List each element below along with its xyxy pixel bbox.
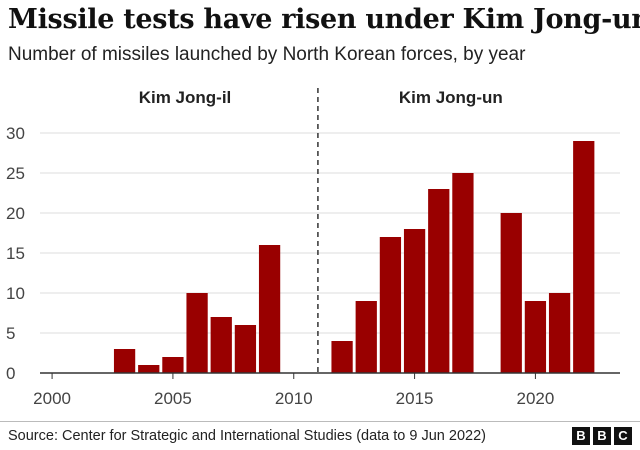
bar <box>403 229 426 373</box>
bar <box>548 293 571 373</box>
logo-letter: B <box>572 427 590 445</box>
x-tick-label: 2005 <box>154 389 192 408</box>
bar <box>573 141 595 373</box>
bar <box>379 237 402 373</box>
y-tick-label: 30 <box>6 124 25 143</box>
era-label: Kim Jong-un <box>399 88 503 107</box>
bar <box>210 317 232 373</box>
bar <box>258 245 281 373</box>
bar <box>355 301 377 373</box>
bar-chart: 0 5 10 15 20 25 30 2000 2005 2010 2015 2020 Kim Jong… <box>6 88 620 408</box>
x-tick-label: 2015 <box>396 389 434 408</box>
x-tick-label: 2010 <box>275 389 313 408</box>
chart-subtitle: Number of missiles launched by North Kor… <box>8 44 526 65</box>
era-label: Kim Jong-il <box>139 88 232 107</box>
logo-letter: B <box>593 427 611 445</box>
bar <box>162 357 184 373</box>
y-tick-label: 10 <box>6 284 25 303</box>
y-tick-label: 5 <box>6 324 15 343</box>
y-tick-label: 25 <box>6 164 25 183</box>
bar <box>186 293 208 373</box>
bar <box>524 301 547 373</box>
logo-letter: C <box>614 427 632 445</box>
source-note: Source: Center for Strategic and Interna… <box>8 428 486 444</box>
bar <box>138 365 160 373</box>
y-tick-label: 0 <box>6 364 15 383</box>
bar <box>500 213 522 373</box>
bar <box>428 189 450 373</box>
bar <box>113 349 136 373</box>
x-tick-label: 2020 <box>517 389 555 408</box>
bar <box>331 341 353 373</box>
x-tick-label: 2000 <box>33 389 71 408</box>
y-tick-label: 15 <box>6 244 25 263</box>
bar <box>234 325 257 373</box>
bbc-logo: B B C <box>572 427 632 445</box>
y-tick-label: 20 <box>6 204 25 223</box>
chart-title: Missile tests have risen under Kim Jong-… <box>8 4 640 35</box>
bar <box>452 173 474 373</box>
footer-divider <box>0 421 640 422</box>
